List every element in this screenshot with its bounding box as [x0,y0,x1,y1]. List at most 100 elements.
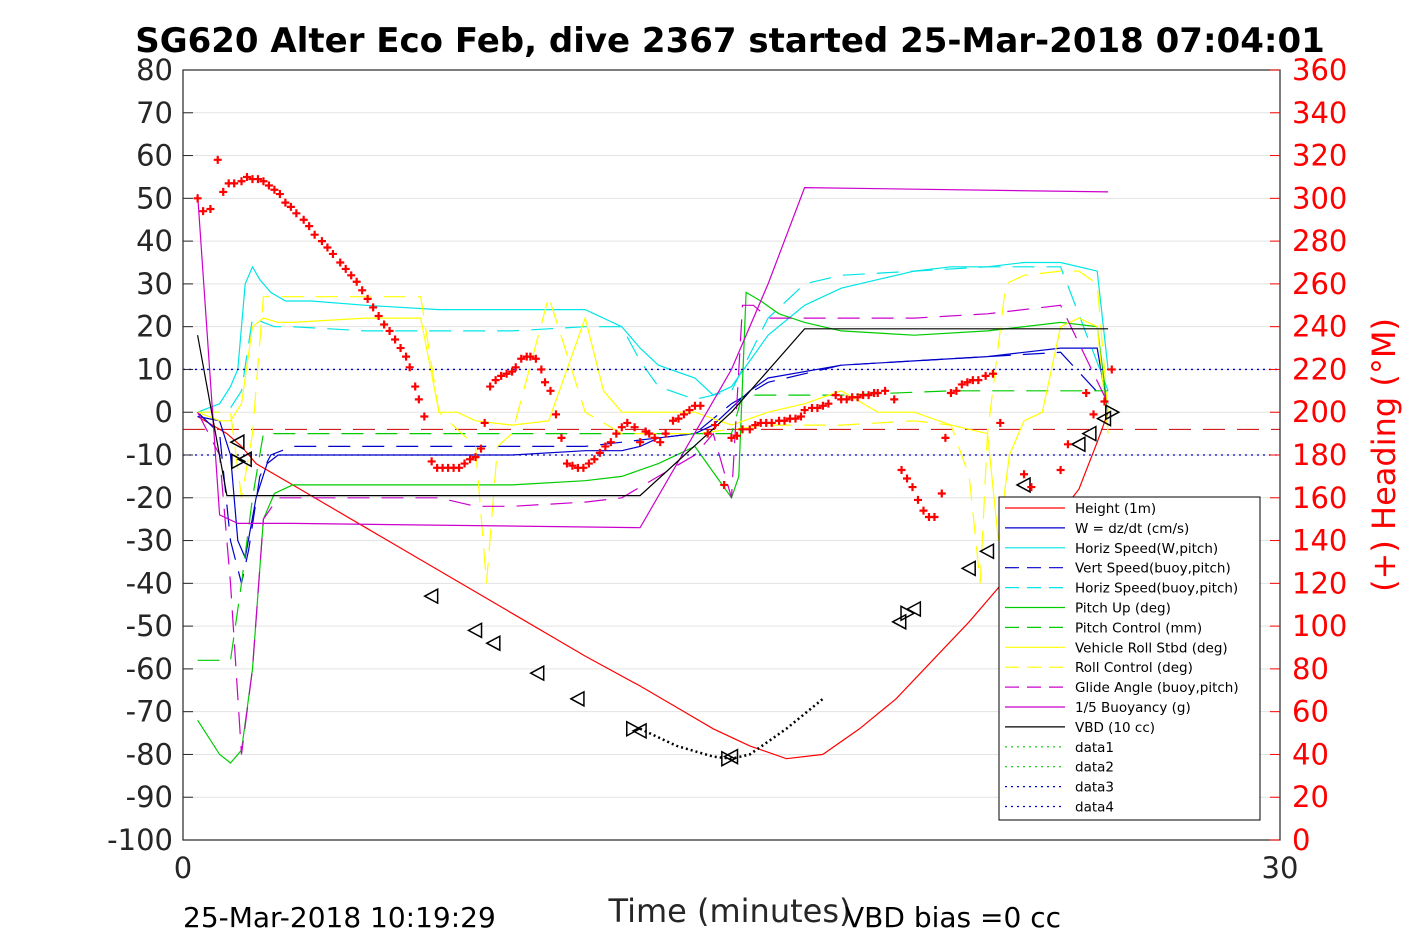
heading-point [193,194,202,203]
series-roll-control-deg- [197,270,1109,584]
triangle-marker [978,542,995,560]
heading-point [480,418,489,427]
heading-point [460,459,469,468]
heading-point [253,175,262,184]
heading-point [612,429,621,438]
heading-point [696,401,705,410]
heading-point [292,209,301,218]
triangle-marker [1105,403,1121,421]
heading-point [595,448,604,457]
triangle-marker [236,451,252,468]
footer-timestamp: 25-Mar-2018 10:19:29 [183,901,496,934]
heading-point [745,425,754,434]
legend-entry: data3 [1075,780,1114,796]
right-tick-label: 20 [1292,780,1329,814]
heading-point [557,433,566,442]
series-glide-angle-buoy-pitch- [197,304,1109,755]
left-tick-label: 50 [136,181,173,215]
right-tick-label: 0 [1292,823,1310,857]
triangle-marker [485,634,501,652]
heading-point [831,391,840,400]
dotted-segment [639,697,824,760]
right-tick-label: 220 [1292,352,1347,386]
heading-point [996,418,1005,427]
heading-point [517,354,526,363]
heading-point [963,378,972,387]
legend-entry: Horiz Speed(W,pitch) [1075,541,1218,557]
triangle-marker [721,750,737,767]
legend-entry: Glide Angle (buoy,pitch) [1075,680,1239,696]
heading-point [617,423,626,432]
heading-point [897,465,906,474]
heading-point [328,249,337,258]
right-tick-label: 260 [1292,267,1347,301]
heading-point [199,207,208,216]
legend-entry: data4 [1075,800,1114,816]
heading-point [937,489,946,498]
triangle-marker [1070,436,1086,453]
left-tick-label: 70 [136,96,173,130]
heading-point [374,311,383,320]
heading-point [411,382,420,391]
right-tick-label: 280 [1292,224,1347,258]
legend-entry: VBD (10 cc) [1075,720,1155,736]
heading-point [656,438,665,447]
heading-point [579,463,588,472]
left-tick-label: -40 [126,566,173,600]
heading-point [502,369,511,378]
triangle-marker [1095,410,1112,427]
heading-point [568,461,577,470]
heading-point [661,429,670,438]
heading-point [341,264,350,273]
right-tick-label: 40 [1292,737,1329,771]
heading-point [237,177,246,186]
series-1-5-buoyancy-g- [197,186,1109,529]
legend-entry: 1/5 Buoyancy (g) [1075,700,1191,716]
heading-point [286,202,295,211]
heading-point [623,418,632,427]
legend-entry: data1 [1075,740,1114,756]
heading-point [486,382,495,391]
heading-point [305,222,314,231]
heading-point [780,416,789,425]
right-tick-label: 60 [1292,695,1329,729]
heading-point [941,433,950,442]
triangle-marker [229,433,245,451]
heading-point [679,410,688,419]
heading-point [824,399,833,408]
heading-point [471,453,480,462]
heading-point [1020,470,1029,479]
legend-entry: Vehicle Roll Stbd (deg) [1075,640,1228,656]
series-vehicle-roll-stbd-deg- [197,316,1109,541]
dotted-segment-line [639,697,824,760]
heading-point [264,181,273,190]
right-tick-label: 200 [1292,395,1347,429]
heading-point [242,172,251,181]
heading-point [791,414,800,423]
right-axis-label: (+) Heading (°M) [1365,318,1403,592]
heading-point [537,365,546,374]
heading-point [711,421,720,430]
legend-entry: Pitch Up (deg) [1075,601,1171,617]
x-axis: 0 30 [174,830,1298,885]
heading-point [455,463,464,472]
series-horiz-speed-w-pitch- [197,261,1109,413]
right-tick-label: 180 [1292,438,1347,472]
triangle-marker [900,605,916,622]
heading-point [981,371,990,380]
heading-point [650,433,659,442]
left-tick-label: -60 [126,652,173,686]
heading-point [913,495,922,504]
heading-point [606,438,615,447]
heading-point [508,367,517,376]
heading-point [352,277,361,286]
heading-point [526,352,535,361]
heading-point [957,380,966,389]
heading-point [497,371,506,380]
heading-point [323,243,332,252]
heading-point [903,474,912,483]
triangle-marker [1081,425,1097,442]
heading-point [541,378,550,387]
left-tick-label: 60 [136,139,173,173]
